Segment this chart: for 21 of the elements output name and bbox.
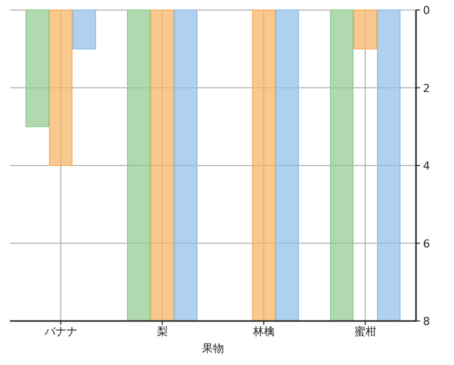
x-tick-label: 梨 <box>156 325 168 338</box>
y-tick-label: 2 <box>423 82 430 95</box>
bar <box>127 10 150 322</box>
bar <box>377 10 400 322</box>
y-tick-label: 0 <box>423 4 430 17</box>
bar <box>252 10 276 322</box>
y-tick-label: 6 <box>423 237 430 250</box>
y-tick-label: 8 <box>423 315 430 328</box>
x-tick-label: バナナ <box>43 325 78 338</box>
bar <box>276 10 299 322</box>
bar <box>330 10 354 322</box>
bar <box>26 10 49 128</box>
bar <box>49 10 72 166</box>
x-tick-label: 林檎 <box>252 325 275 338</box>
y-tick-label: 4 <box>423 160 430 172</box>
x-tick-label: 蜜柑 <box>354 325 376 338</box>
bar <box>72 10 96 50</box>
bar <box>150 10 174 322</box>
x-axis-title: 果物 <box>202 342 224 355</box>
bar <box>354 10 377 50</box>
bar <box>174 10 198 322</box>
